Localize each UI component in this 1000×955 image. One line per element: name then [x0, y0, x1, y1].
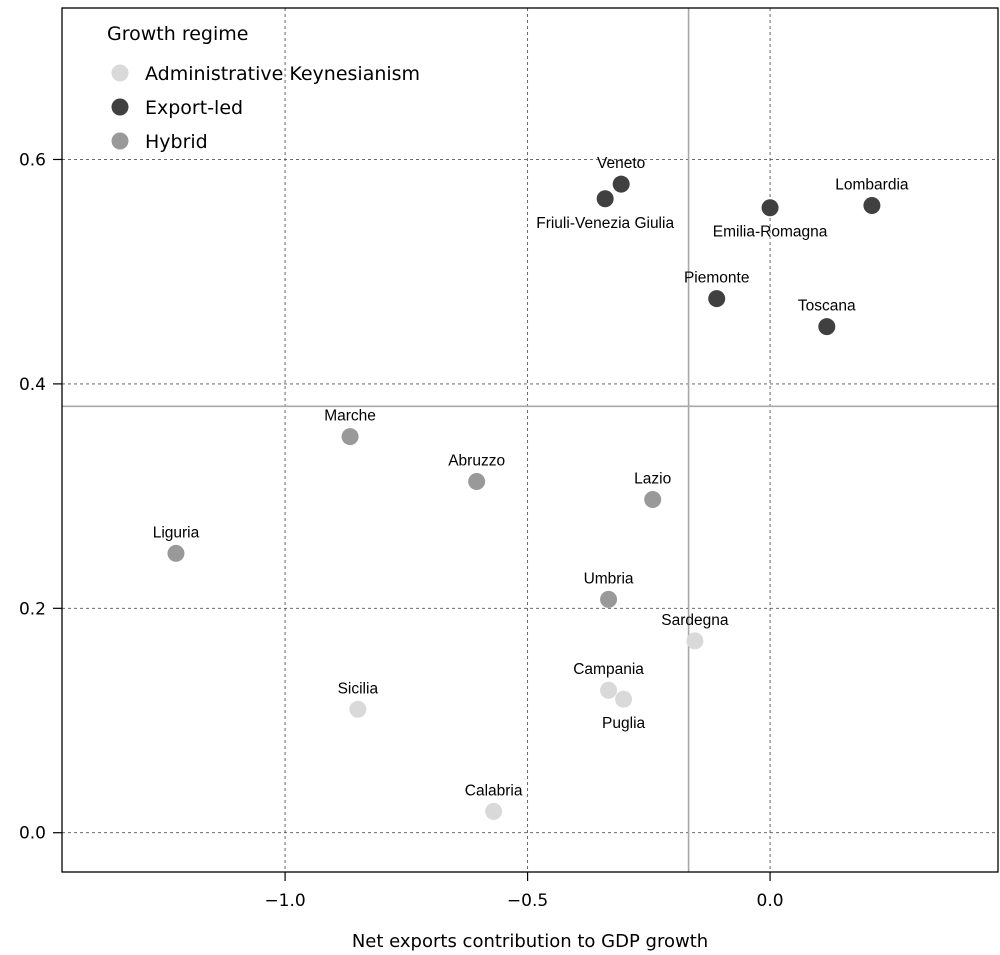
point-label: Abruzzo	[448, 453, 505, 470]
data-point	[600, 591, 617, 608]
axes: −1.0 −0.5 0.0 0.0 0.2 0.4 0.6	[19, 150, 784, 911]
point-label: Liguria	[153, 524, 200, 541]
legend-label: Hybrid	[145, 131, 208, 153]
y-tick-label: 0.6	[19, 150, 46, 170]
legend-label: Export-led	[145, 97, 243, 119]
point-label: Campania	[573, 661, 644, 678]
data-point	[644, 491, 661, 508]
x-axis-title: Net exports contribution to GDP growth	[352, 931, 708, 952]
data-point	[762, 199, 779, 216]
y-tick-label: 0.2	[19, 599, 46, 619]
data-point	[686, 632, 703, 649]
data-point	[615, 691, 632, 708]
point-label: Umbria	[584, 570, 634, 587]
legend-label: Administrative Keynesianism	[145, 63, 420, 85]
point-label: Sicilia	[338, 680, 379, 697]
data-point	[485, 803, 502, 820]
y-tick-label: 0.0	[19, 824, 46, 844]
point-label: Emilia-Romagna	[713, 224, 828, 241]
data-point	[600, 682, 617, 699]
x-tick-label: −1.0	[264, 891, 305, 911]
point-labels: Sicilia Calabria Campania Puglia Sardegna Ven…	[153, 155, 909, 799]
point-label: Toscana	[798, 298, 856, 315]
data-points	[167, 176, 880, 820]
point-label: Lazio	[634, 470, 671, 487]
legend-title: Growth regime	[107, 23, 248, 45]
data-point	[613, 176, 630, 193]
data-point	[863, 197, 880, 214]
x-tick-label: 0.0	[757, 891, 784, 911]
point-label: Sardegna	[661, 612, 729, 629]
legend-marker	[112, 133, 129, 150]
legend: Growth regime Administrative Keynesianis…	[107, 23, 420, 153]
data-point	[342, 428, 359, 445]
point-label: Lombardia	[835, 176, 909, 193]
point-label: Veneto	[597, 155, 645, 172]
y-tick-label: 0.4	[19, 375, 46, 395]
data-point	[818, 318, 835, 335]
legend-marker	[112, 65, 129, 82]
legend-marker	[112, 99, 129, 116]
point-label: Puglia	[602, 715, 645, 732]
data-point	[597, 190, 614, 207]
data-point	[167, 545, 184, 562]
point-label: Piemonte	[684, 270, 749, 287]
point-label: Marche	[324, 408, 376, 425]
point-label: Calabria	[465, 782, 523, 799]
data-point	[468, 473, 485, 490]
x-tick-label: −0.5	[507, 891, 548, 911]
data-point	[708, 290, 725, 307]
point-label: Friuli-Venezia Giulia	[536, 215, 674, 232]
data-point	[349, 701, 366, 718]
